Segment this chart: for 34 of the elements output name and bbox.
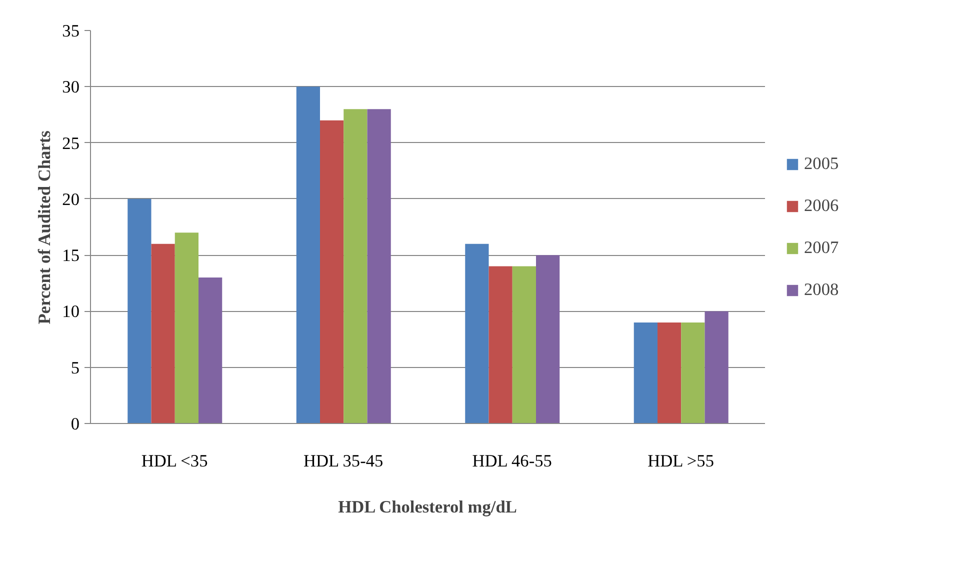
y-tick-label: 25 [62,134,80,153]
bar [198,278,222,424]
legend-label: 2008 [804,280,839,300]
bar [465,244,489,424]
y-tick-label: 30 [62,78,80,97]
bar [320,120,344,424]
bar [128,198,152,424]
legend-label: 2007 [804,238,839,258]
legend-label: 2006 [804,196,839,216]
bar [512,266,536,424]
bar [367,109,391,424]
bar [704,311,728,424]
y-tick-label: 20 [62,190,80,209]
bar [488,266,512,424]
bar [174,232,198,424]
bar [634,322,658,424]
bar [151,244,175,424]
legend-label: 2005 [804,154,839,174]
y-tick-label: 15 [62,246,80,266]
bar [658,322,682,424]
bar [681,322,705,424]
x-tick-label: HDL 46-55 [472,452,552,470]
x-axis-title: HDL Cholesterol mg/dL [338,498,517,516]
y-tick-label: 0 [70,414,80,434]
x-tick-label: HDL <35 [141,452,208,470]
bar [536,255,560,424]
y-axis-title: Percent of Audited Charts [35,130,54,324]
y-tick-label: 5 [70,358,80,378]
y-tick-label: 10 [62,302,80,322]
x-tick-label: HDL 35-45 [303,452,384,470]
x-tick-label: HDL >55 [648,452,714,470]
bar [344,109,368,424]
bar [296,86,320,424]
y-tick-label: 35 [62,22,80,40]
